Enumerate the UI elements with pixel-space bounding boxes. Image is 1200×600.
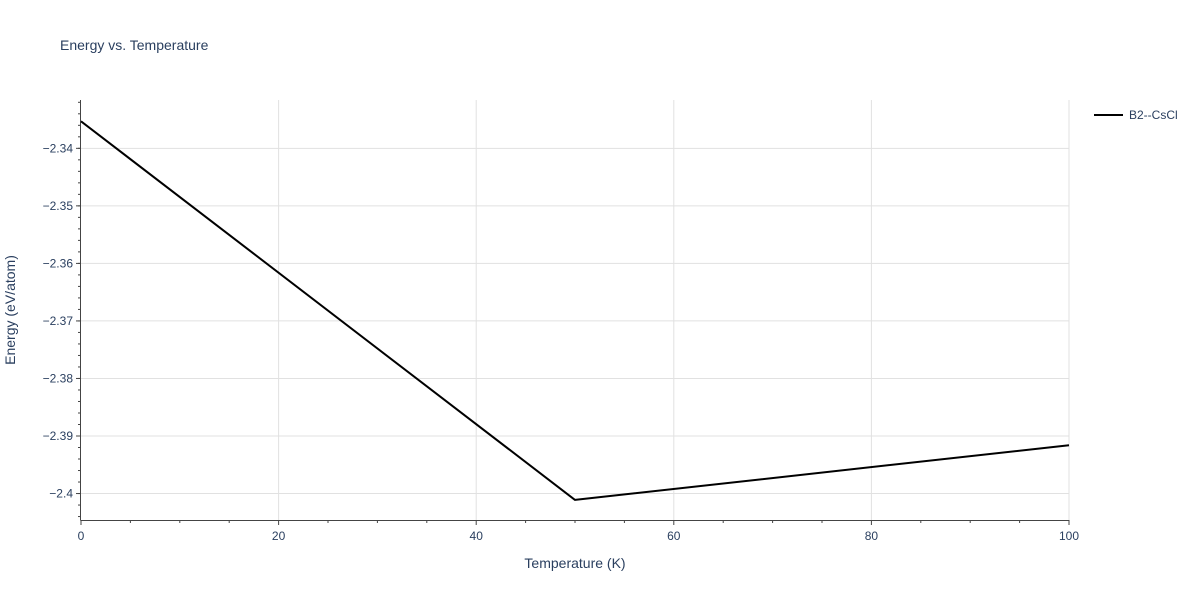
y-axis-title: Energy (eV/atom)	[2, 255, 18, 365]
minor-ticks	[78, 101, 1021, 523]
y-tick-label: −2.36	[43, 256, 74, 270]
grid-lines	[81, 100, 1070, 520]
series-line-0[interactable]	[80, 120, 1070, 501]
y-tick-label: −2.39	[43, 429, 74, 443]
x-tick-label: 40	[470, 529, 484, 543]
y-tick-label: −2.35	[43, 199, 74, 213]
x-axis-title: Temperature (K)	[524, 555, 625, 571]
x-tick-label: 100	[1059, 529, 1079, 543]
x-tick-label: 80	[865, 529, 879, 543]
x-tick-label: 20	[272, 529, 286, 543]
legend[interactable]: B2--CsCl	[1094, 108, 1178, 122]
y-tick-label: −2.38	[43, 371, 74, 385]
y-tick-label: −2.4	[49, 487, 73, 501]
y-axis-ticks: −2.34 −2.35 −2.36 −2.37 −2.38 −2.39 −2.4	[43, 141, 81, 501]
chart-title: Energy vs. Temperature	[60, 37, 209, 53]
y-tick-label: −2.34	[43, 141, 74, 155]
y-tick-label: −2.37	[43, 314, 74, 328]
legend-label-b2-cscl: B2--CsCl	[1129, 108, 1178, 122]
series-layer	[80, 120, 1070, 501]
x-axis-ticks: 0 20 40 60 80 100	[78, 520, 1079, 543]
x-tick-label: 60	[667, 529, 681, 543]
x-tick-label: 0	[78, 529, 85, 543]
